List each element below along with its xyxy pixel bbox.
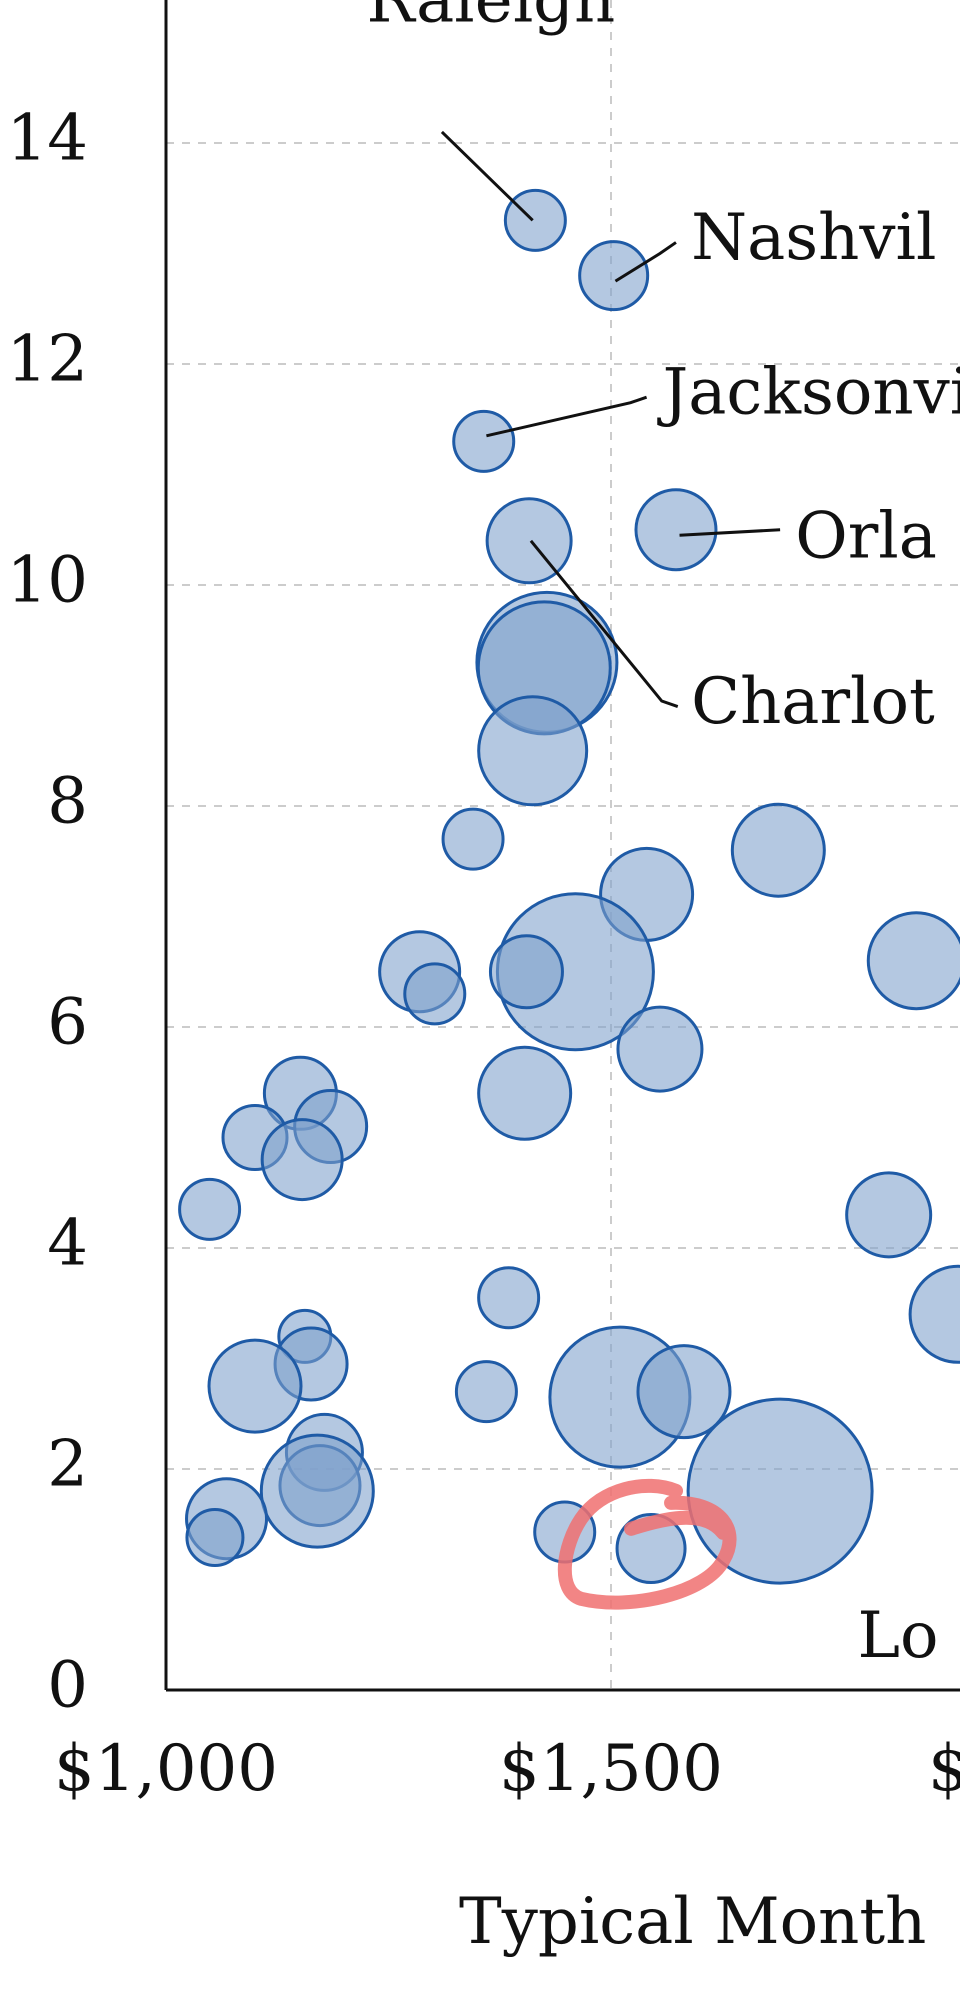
annotation-leader-line [679,528,781,537]
bubble-point [908,1264,960,1364]
bubble-point [636,1344,732,1440]
bubble-point [578,240,650,312]
annotation-leader-line [486,395,648,438]
bubble-point [477,1045,573,1141]
y-tick-label: 12 [7,323,88,397]
bubble-point [207,1338,303,1434]
bubble-point [488,934,564,1010]
bubble-point [260,1118,344,1202]
x-axis-label: Typical Month [459,1885,926,1959]
bubble-point [477,695,589,807]
y-tick-label: 2 [47,1428,88,1502]
bubble-point [403,962,467,1026]
annotation-leader-line [614,241,677,283]
bubble-point [866,911,960,1011]
bubble-point [485,497,573,585]
bubble-point [686,1397,874,1585]
bubble-point [845,1171,933,1259]
y-tick-label: 14 [7,102,88,176]
annotation-label: Jacksonvil [657,356,960,430]
highlight-scribble [557,1478,737,1610]
bubble-point [452,409,516,473]
y-tick-label: 6 [47,986,88,1060]
axes [164,0,960,1692]
bubble-point [454,1360,518,1424]
x-tick-label: $1,000 [54,1732,278,1806]
annotation-label: Nashvil [691,201,936,275]
x-tick-label: $ [928,1732,960,1806]
bubble-point [503,188,567,252]
bubble-point [730,802,826,898]
bubbles [178,188,960,1610]
x-tick-label: $1,500 [499,1732,723,1806]
bubble-point [616,1005,704,1093]
tick-labels: 0 2 4 6 8 10 12 14 $1,000 $1,500 $ [7,102,960,1807]
annotation-label: Lo [858,1599,939,1673]
annotation-label: Charlot [691,665,935,739]
y-tick-label: 8 [47,765,88,839]
bubble-point [178,1177,242,1241]
bubble-point [441,807,505,871]
y-tick-label: 0 [47,1649,88,1723]
bubble-point [185,1508,245,1568]
annotation-label: Orla [795,499,937,573]
annotation-leader-line [440,130,534,222]
annotations: Raleigh Nashvil Jacksonvil Orla Charlot Lo [366,0,960,1673]
y-tick-label: 10 [7,544,88,618]
bubble-point [477,1266,541,1330]
annotation-label: Raleigh [366,0,615,37]
bubble-point [634,488,718,572]
annotation-leader-line [529,539,679,708]
y-tick-label: 4 [47,1207,88,1281]
bubble-point [259,1433,375,1549]
